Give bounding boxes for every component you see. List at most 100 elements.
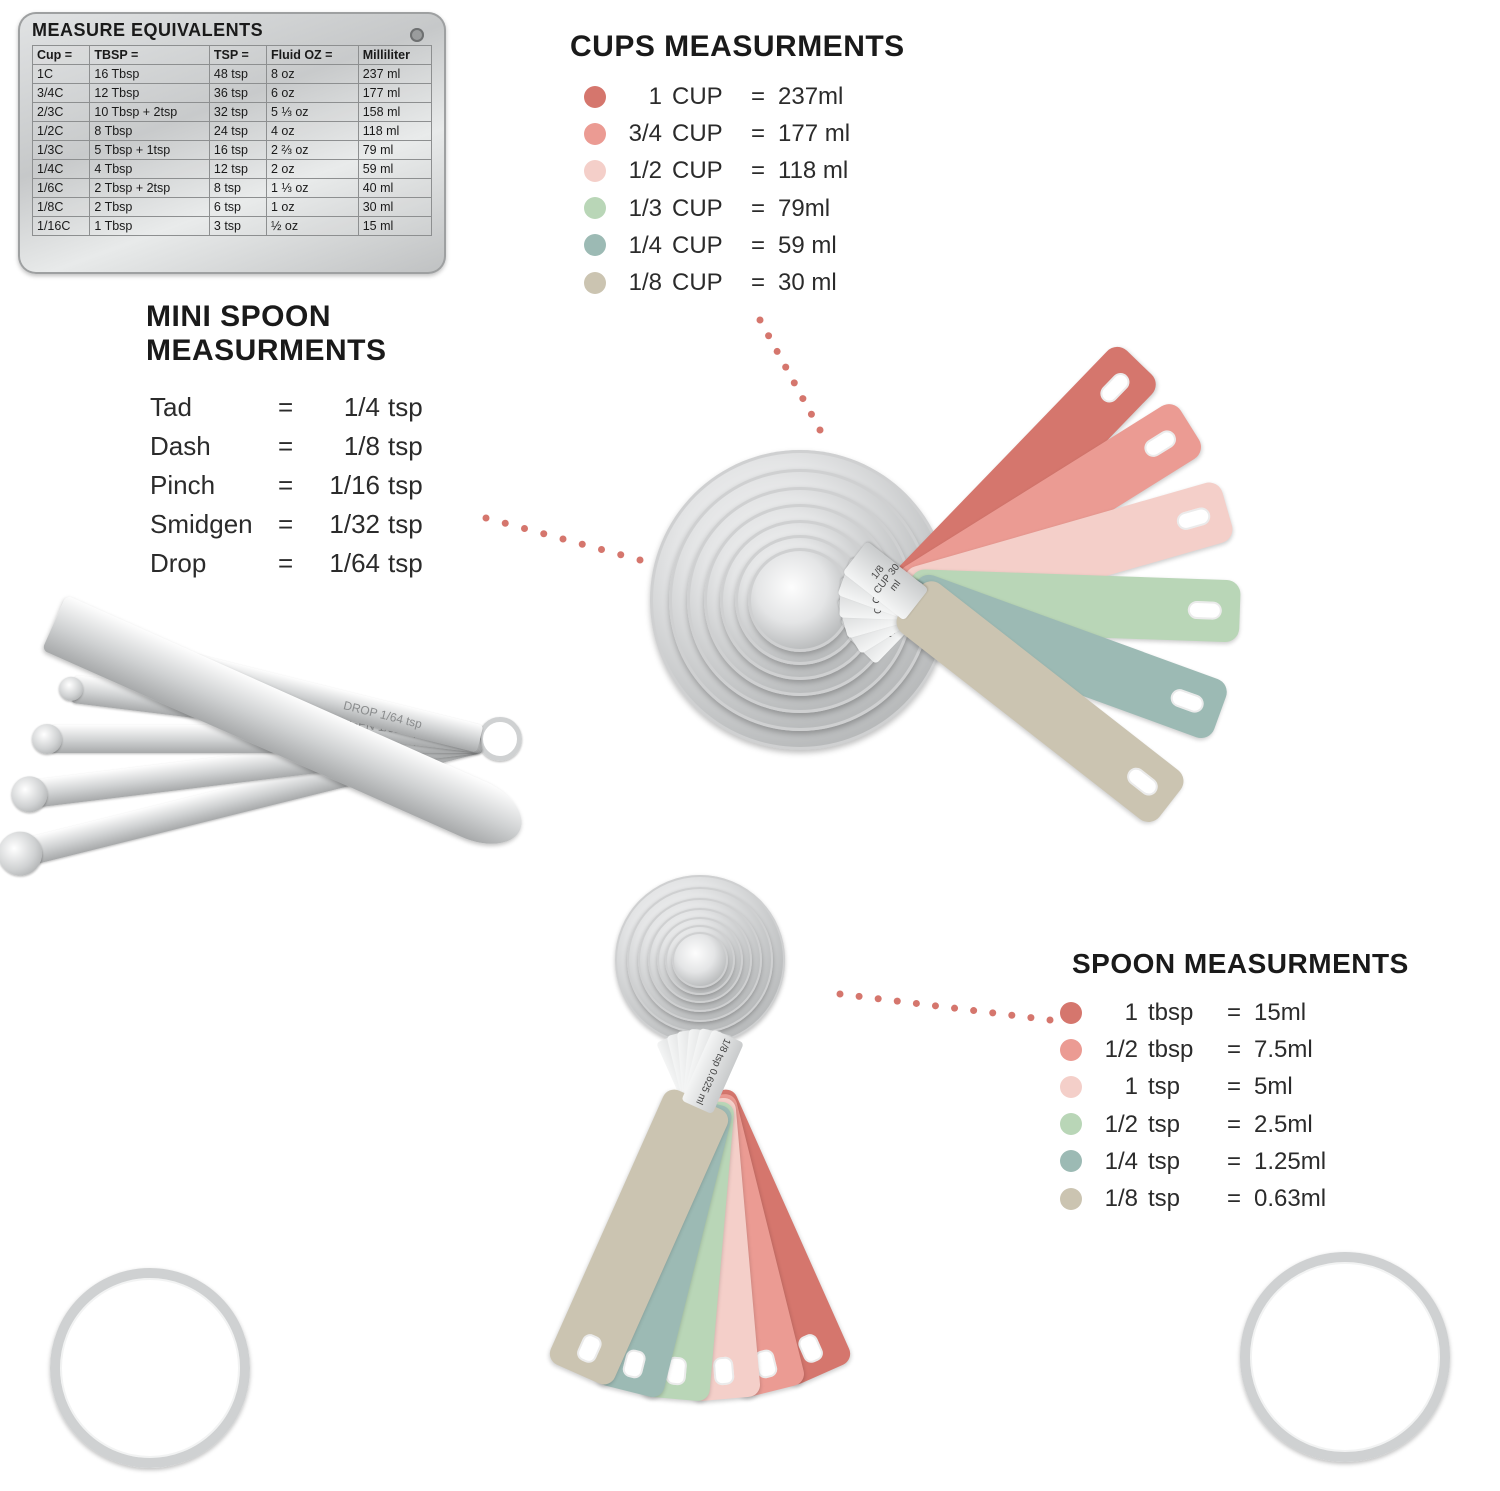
leader-dot-icon (1047, 1017, 1054, 1024)
mini-fraction: 1/8 (310, 427, 380, 466)
mini-spoon-bowl-icon (10, 774, 50, 814)
legend-unit: CUP (672, 190, 738, 227)
equiv-cell: 6 tsp (209, 198, 266, 217)
equiv-cell: 8 tsp (209, 179, 266, 198)
leader-dot-icon (560, 536, 567, 543)
color-swatch-icon (1060, 1076, 1082, 1098)
cups-section-title: CUPS MEASURMENTS (570, 30, 905, 64)
legend-fraction: 1 (616, 78, 662, 115)
legend-unit: tbsp (1148, 994, 1214, 1031)
equiv-cell: 237 ml (358, 65, 431, 84)
equiv-col-header: Fluid OZ = (267, 46, 359, 65)
equiv-cell: 3 tsp (209, 217, 266, 236)
leader-dot-icon (521, 525, 528, 532)
color-swatch-icon (584, 272, 606, 294)
color-swatch-icon (584, 160, 606, 182)
legend-fraction: 1/2 (616, 152, 662, 189)
handle-slot-icon (1168, 687, 1206, 716)
equals-sign: = (1224, 1180, 1244, 1217)
mini-title-line2: MEASURMENTS (146, 334, 387, 367)
legend-unit: tsp (1148, 1180, 1214, 1217)
equiv-cell: 1/4C (33, 160, 90, 179)
table-row: 1/6C2 Tbsp + 2tsp8 tsp1 ⅓ oz40 ml (33, 179, 432, 198)
leader-dot-icon (1027, 1014, 1034, 1021)
mini-spoon-row: Smidgen=1/32tsp (150, 505, 438, 544)
equiv-cell: 8 Tbsp (90, 122, 210, 141)
equiv-table: Cup =TBSP =TSP =Fluid OZ =Milliliter 1C1… (32, 45, 432, 236)
equiv-cell: 1C (33, 65, 90, 84)
equiv-cell: 12 Tbsp (90, 84, 210, 103)
legend-row: 1/8CUP=30 ml (584, 264, 850, 301)
equiv-cell: 1 ⅓ oz (267, 179, 359, 198)
spoons-legend: 1tbsp=15ml1/2tbsp=7.5ml1tsp=5ml1/2tsp=2.… (1060, 994, 1326, 1217)
equals-sign: = (278, 505, 302, 544)
mini-name: Dash (150, 427, 270, 466)
legend-ml: 2.5ml (1254, 1106, 1313, 1143)
equiv-cell: 5 Tbsp + 1tsp (90, 141, 210, 160)
equiv-cell: 15 ml (358, 217, 431, 236)
legend-unit: CUP (672, 152, 738, 189)
equiv-cell: 1/16C (33, 217, 90, 236)
equiv-cell: 2 oz (267, 160, 359, 179)
equals-sign: = (748, 78, 768, 115)
equiv-cell: 177 ml (358, 84, 431, 103)
legend-unit: tsp (1148, 1143, 1214, 1180)
mini-spoon-bowl-icon (0, 827, 46, 880)
spoon-bowl-icon (672, 932, 728, 988)
handle-slot-icon (1141, 427, 1179, 460)
leader-dot-icon (579, 541, 586, 548)
equiv-cell: 3/4C (33, 84, 90, 103)
legend-fraction: 1/4 (616, 227, 662, 264)
legend-ml: 30 ml (778, 264, 837, 301)
mini-spoon-section-title: MINI SPOON MEASURMENTS (146, 300, 387, 368)
legend-unit: CUP (672, 227, 738, 264)
equiv-col-header: TBSP = (90, 46, 210, 65)
equiv-cell: 4 Tbsp (90, 160, 210, 179)
mini-fraction: 1/4 (310, 388, 380, 427)
legend-ml: 118 ml (778, 152, 848, 189)
card-hole-icon (410, 28, 424, 42)
equiv-cell: 1/8C (33, 198, 90, 217)
equiv-cell: 118 ml (358, 122, 431, 141)
mini-spoon-row: Dash=1/8tsp (150, 427, 438, 466)
handle-slot-icon (713, 1356, 735, 1386)
color-swatch-icon (1060, 1002, 1082, 1024)
equiv-cell: 2 ⅔ oz (267, 141, 359, 160)
mini-fraction: 1/16 (310, 466, 380, 505)
cup-bowl-icon (748, 548, 852, 652)
handle-slot-icon (575, 1332, 605, 1366)
color-swatch-icon (584, 197, 606, 219)
leader-dot-icon (502, 520, 509, 527)
leader-dot-icon (598, 546, 605, 553)
legend-row: 1/2CUP=118 ml (584, 152, 850, 189)
equiv-cell: 16 Tbsp (90, 65, 210, 84)
equals-sign: = (1224, 1106, 1244, 1143)
legend-fraction: 1/3 (616, 190, 662, 227)
leader-dot-icon (970, 1007, 977, 1014)
mini-unit: tsp (388, 427, 438, 466)
equiv-cell: 1/3C (33, 141, 90, 160)
table-row: 3/4C12 Tbsp36 tsp6 oz177 ml (33, 84, 432, 103)
equals-sign: = (1224, 1143, 1244, 1180)
mini-fraction: 1/32 (310, 505, 380, 544)
legend-unit: tsp (1148, 1068, 1214, 1105)
equiv-cell: 1 oz (267, 198, 359, 217)
legend-ml: 59 ml (778, 227, 837, 264)
mini-spoon-list: Tad=1/4tspDash=1/8tspPinch=1/16tspSmidge… (150, 388, 438, 583)
table-row: 1/3C5 Tbsp + 1tsp16 tsp2 ⅔ oz79 ml (33, 141, 432, 160)
leader-dot-icon (765, 332, 772, 339)
legend-fraction: 1/8 (616, 264, 662, 301)
spoons-illustration: 1 tbsp 15 ml1/2 tbsp 7.5 ml1 tsp 5 ml1/2… (400, 940, 960, 1460)
handle-slot-icon (1097, 369, 1134, 406)
table-row: 2/3C10 Tbsp + 2tsp32 tsp5 ⅓ oz158 ml (33, 103, 432, 122)
table-row: 1/16C1 Tbsp3 tsp½ oz15 ml (33, 217, 432, 236)
color-swatch-icon (584, 86, 606, 108)
legend-ml: 15ml (1254, 994, 1306, 1031)
equiv-cell: 79 ml (358, 141, 431, 160)
leader-dot-icon (540, 530, 547, 537)
legend-row: 1/2tsp=2.5ml (1060, 1106, 1326, 1143)
equals-sign: = (278, 427, 302, 466)
leader-dot-icon (774, 348, 781, 355)
spoons-section-title: SPOON MEASURMENTS (1072, 948, 1409, 980)
equiv-col-header: Milliliter (358, 46, 431, 65)
